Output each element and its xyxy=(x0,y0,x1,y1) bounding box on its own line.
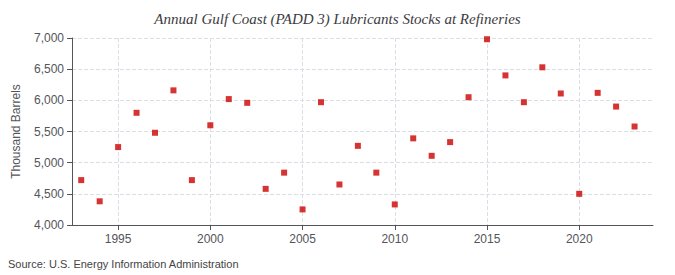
svg-text:2005: 2005 xyxy=(289,232,316,246)
svg-text:7,000: 7,000 xyxy=(34,31,64,45)
svg-text:Thousand Barrels: Thousand Barrels xyxy=(9,84,23,179)
svg-text:2020: 2020 xyxy=(566,232,593,246)
svg-text:2010: 2010 xyxy=(381,232,408,246)
svg-text:Source: U.S. Energy Informatio: Source: U.S. Energy Information Administ… xyxy=(8,258,239,270)
svg-text:Annual Gulf Coast (PADD 3) Lub: Annual Gulf Coast (PADD 3) Lubricants St… xyxy=(153,11,521,28)
svg-text:1995: 1995 xyxy=(105,232,132,246)
svg-text:6,000: 6,000 xyxy=(34,93,64,107)
svg-text:4,500: 4,500 xyxy=(34,187,64,201)
svg-text:2015: 2015 xyxy=(474,232,501,246)
svg-text:5,000: 5,000 xyxy=(34,156,64,170)
svg-text:5,500: 5,500 xyxy=(34,125,64,139)
svg-text:2000: 2000 xyxy=(197,232,224,246)
svg-text:6,500: 6,500 xyxy=(34,62,64,76)
svg-text:4,000: 4,000 xyxy=(34,218,64,232)
